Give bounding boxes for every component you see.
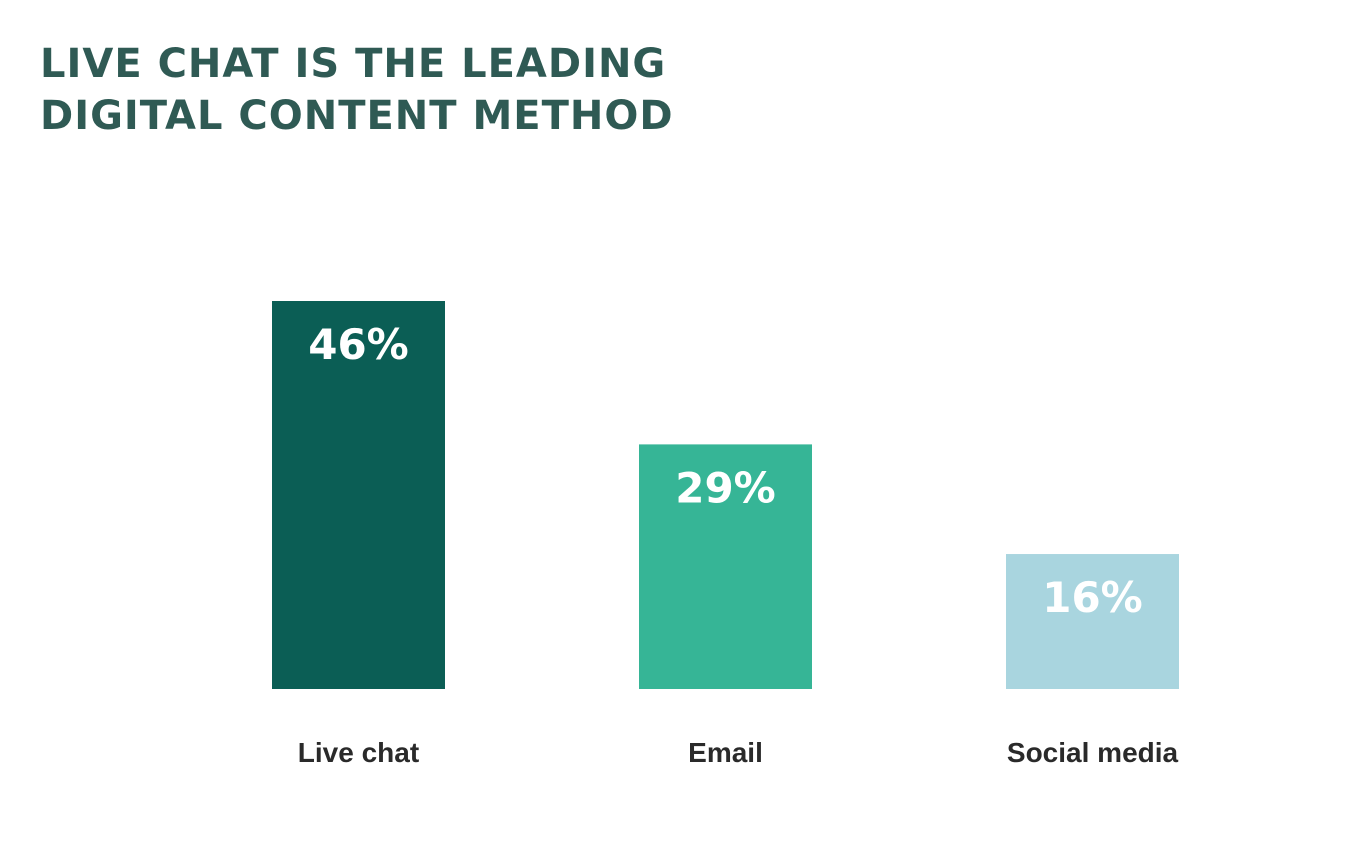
bar-social-media bbox=[1006, 554, 1179, 689]
chart-title-line-1: LIVE CHAT IS THE LEADING bbox=[40, 41, 667, 87]
chart-title-line-2: DIGITAL CONTENT METHOD bbox=[40, 93, 674, 139]
value-label-email: 29% bbox=[675, 463, 776, 512]
plot-area: 46% Live chat 29% Email 16% Social media bbox=[272, 301, 1179, 768]
category-label-live-chat: Live chat bbox=[298, 737, 419, 768]
category-label-email: Email bbox=[688, 737, 763, 768]
category-label-social-media: Social media bbox=[1007, 737, 1179, 768]
chart-title: LIVE CHAT IS THE LEADING DIGITAL CONTENT… bbox=[40, 38, 674, 142]
value-label-social-media: 16% bbox=[1042, 573, 1143, 622]
bar-live-chat bbox=[272, 301, 445, 689]
bar-email bbox=[639, 444, 812, 689]
value-label-live-chat: 46% bbox=[308, 320, 409, 369]
